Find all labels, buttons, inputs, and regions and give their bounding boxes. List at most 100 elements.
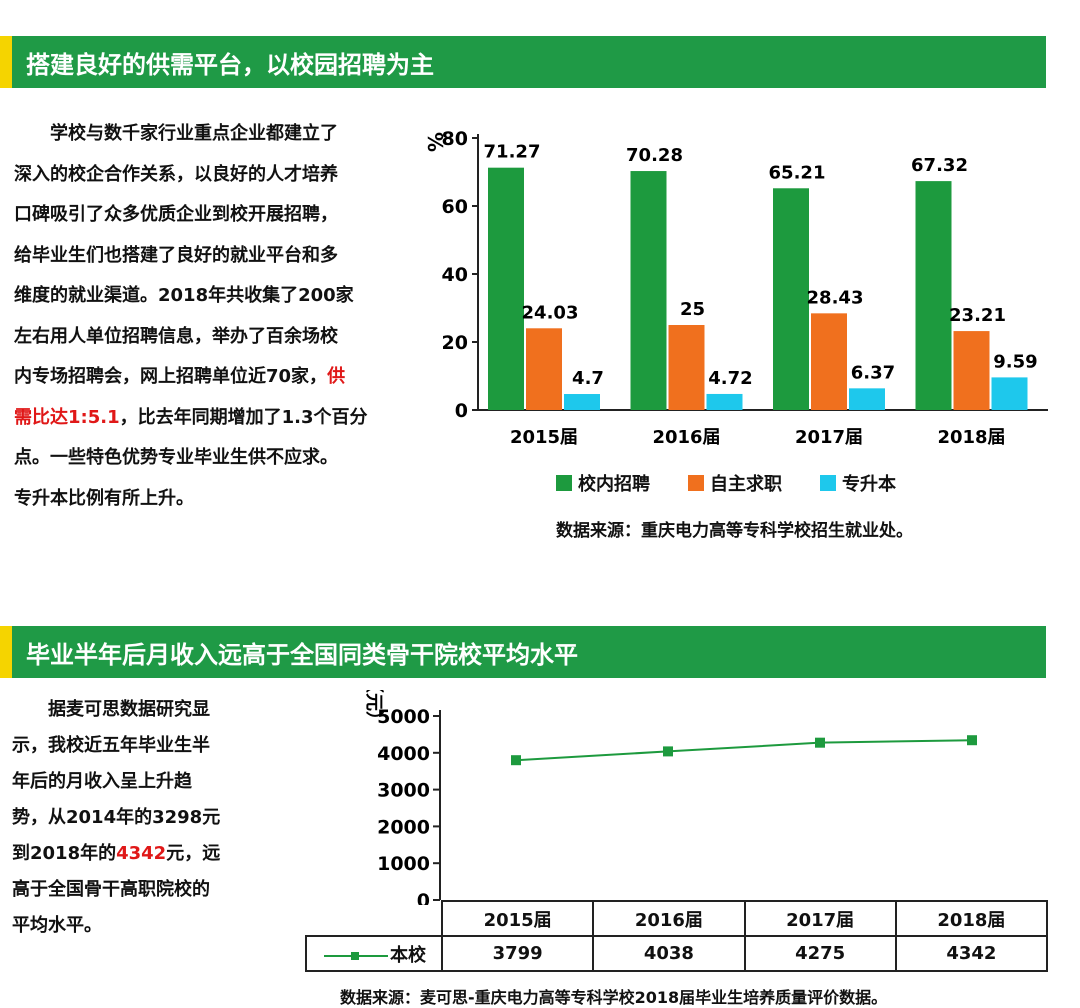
text-line: 势，从2014年的3298元 [12, 807, 221, 828]
table-cell: 4342 [894, 935, 1049, 972]
bar [706, 393, 743, 410]
income-table: 2015届 2016届 2017届 2018届 本校 3799 4038 427… [305, 900, 1049, 972]
text-line: 专升本比例有所上升。 [14, 487, 194, 509]
table-header-cell: 2015届 [440, 900, 595, 937]
y-tick-label: 60 [442, 196, 468, 218]
text-segment: 到2018年的 [12, 843, 117, 864]
text-segment: 元，远 [166, 843, 221, 864]
data-label: 6.37 [851, 362, 895, 383]
section2-title: 毕业半年后月收入远高于全国同类骨干院校平均水平 [26, 640, 578, 669]
highlight-text: 4342 [116, 843, 167, 864]
highlight-text: 供 [327, 366, 346, 387]
series-name: 本校 [390, 944, 426, 966]
bar [630, 171, 667, 410]
data-point [815, 737, 825, 748]
y-axis-unit-label: % [423, 132, 447, 152]
legend-swatch [820, 475, 836, 491]
data-label: 67.32 [911, 155, 968, 176]
section2-paragraph: 据麦可思数据研究显 示，我校近五年毕业生半 年后的月收入呈上升趋 势，从2014… [12, 692, 282, 944]
bar [915, 181, 952, 410]
bar [953, 331, 990, 410]
section1-source: 数据来源：重庆电力高等专科学校招生就业处。 [556, 521, 913, 541]
data-label: 28.43 [807, 287, 864, 308]
data-label: 25 [680, 299, 705, 320]
bar [564, 394, 600, 410]
table-cell: 4275 [743, 935, 897, 972]
text-line: 学校与数千家行业重点企业都建立了 [14, 123, 338, 144]
text-line: 据麦可思数据研究显 [12, 699, 210, 720]
section1-title: 搭建良好的供需平台，以校园招聘为主 [26, 50, 434, 79]
text-segment: ，比去年同期增加了1.3个百分 [119, 406, 368, 428]
text-line: 需比达1:5.1，比去年同期增加了1.3个百分 [14, 398, 404, 439]
data-point [663, 746, 673, 757]
text-line: 口碑吸引了众多优质企业到校开展招聘， [14, 204, 338, 225]
text-line: 点。一些特色优势专业毕业生供不应求。 [14, 447, 338, 468]
text-line: 平均水平。 [12, 915, 102, 936]
y-tick-label: 2000 [377, 816, 430, 838]
data-label: 70.28 [626, 145, 683, 166]
legend-item-campus: 校内招聘 [556, 470, 650, 496]
text-line: 维度的就业渠道。2018年共收集了200家 [14, 285, 354, 306]
legend-swatch [556, 475, 572, 491]
bar [811, 313, 847, 410]
data-label: 4.7 [572, 368, 604, 389]
section2-header: 毕业半年后月收入远高于全国同类骨干院校平均水平 [0, 626, 1046, 678]
section1-paragraph: 学校与数千家行业重点企业都建立了 深入的校企合作关系，以良好的人才培养 口碑吸引… [14, 114, 404, 519]
data-point [967, 735, 977, 746]
table-header-cell: 2017届 [743, 900, 897, 937]
text-line: 给毕业生们也搭建了良好的就业平台和多 [14, 244, 338, 266]
x-tick-label: 2018届 [937, 427, 1005, 448]
text-line: 年后的月收入呈上升趋 [12, 771, 192, 792]
header-accent-bar [0, 626, 12, 678]
x-tick-label: 2016届 [652, 427, 720, 448]
header-accent-bar [0, 36, 12, 88]
data-label: 71.27 [484, 142, 541, 163]
bar [668, 325, 705, 410]
y-tick-label: 80 [442, 128, 468, 150]
y-tick-label: 0 [455, 400, 468, 422]
text-line: 内专场招聘会，网上招聘单位近70家，供 [14, 357, 404, 398]
data-label: 4.72 [708, 368, 752, 389]
data-label: 23.21 [949, 305, 1006, 326]
section2-source: 数据来源：麦可思-重庆电力高等专科学校2018届毕业生培养质量评价数据。 [340, 988, 888, 1007]
bar-chart: 0 20 40 60 80% 71.27 24.03 4.7 2015届 70.28 25 4.72 2… [423, 128, 1048, 448]
section1-header: 搭建良好的供需平台，以校园招聘为主 [0, 36, 1046, 88]
table-corner [306, 901, 443, 937]
y-tick-label: 20 [442, 332, 468, 354]
bar [991, 377, 1028, 410]
bar [849, 388, 885, 410]
legend-label: 专升本 [842, 474, 896, 495]
highlight-text: 需比达1:5.1 [14, 406, 120, 428]
legend-swatch [688, 475, 704, 491]
y-tick-label: 1000 [377, 853, 430, 875]
series-line [515, 739, 973, 762]
text-line: 示，我校近五年毕业生半 [12, 735, 210, 756]
table-row: 本校 3799 4038 4275 4342 [305, 935, 1049, 972]
legend-item-self: 自主求职 [688, 470, 782, 496]
bar-chart-legend: 校内招聘 自主求职 专升本 [556, 470, 934, 496]
x-tick-label: 2017届 [795, 427, 863, 448]
table-row: 2015届 2016届 2017届 2018届 [306, 900, 1049, 937]
y-axis-unit-label: （元） [363, 690, 384, 729]
data-point [511, 755, 521, 766]
text-line: 深入的校企合作关系，以良好的人才培养 [14, 163, 338, 185]
legend-label: 校内招聘 [578, 474, 650, 495]
text-line: 左右用人单位招聘信息，举办了百余场校 [14, 325, 338, 347]
table-cell: 3799 [440, 935, 595, 972]
table-series-cell: 本校 [305, 935, 443, 972]
data-label: 24.03 [522, 302, 579, 323]
table-header-cell: 2018届 [894, 900, 1049, 937]
text-line: 到2018年的4342元，远 [12, 836, 282, 872]
bar [488, 167, 524, 410]
y-tick-label: 4000 [377, 743, 430, 765]
x-tick-label: 2015届 [510, 427, 578, 448]
data-label: 65.21 [769, 162, 826, 183]
legend-item-upgrade: 专升本 [820, 470, 896, 496]
bar [773, 188, 809, 410]
text-segment: 内专场招聘会，网上招聘单位近70家， [14, 366, 328, 387]
y-tick-label: 5000 [377, 706, 430, 728]
series-line-icon [324, 951, 388, 960]
legend-label: 自主求职 [710, 474, 782, 495]
y-tick-label: 3000 [377, 780, 430, 802]
